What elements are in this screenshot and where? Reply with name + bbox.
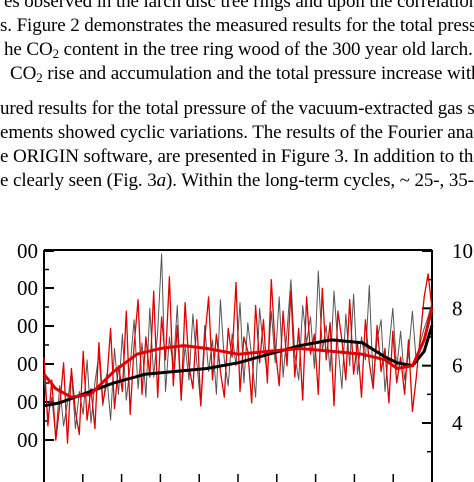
text-line-1-content: es observed in the larch disc tree rings… xyxy=(4,0,474,12)
left-axis: 00 00 00 00 00 00 xyxy=(17,239,54,452)
text-line-2: he CO2 content in the tree ring wood of … xyxy=(4,39,474,61)
right-axis: 10 8 6 4 xyxy=(422,239,473,453)
chart-series xyxy=(42,253,434,444)
right-tick-label: 4 xyxy=(452,411,463,435)
text-line-3-sub: 2 xyxy=(36,70,43,85)
right-tick-label: 8 xyxy=(452,296,463,320)
text-line-0: s. Figure 2 demonstrates the measured re… xyxy=(0,15,474,36)
text-line-7-italic: a xyxy=(156,170,167,191)
text-line-2-a: he CO xyxy=(4,39,53,60)
bottom-axis xyxy=(43,474,433,482)
left-tick-label: 00 xyxy=(17,276,38,300)
left-tick-label: 00 xyxy=(17,390,38,414)
text-line-5: ements showed cyclic variations. The res… xyxy=(0,122,474,143)
chart-frame xyxy=(43,249,433,482)
text-line-2-b: content in the tree ring wood of the 300… xyxy=(58,39,474,60)
text-line-7: e clearly seen (Fig. 3a). Within the lon… xyxy=(0,170,474,192)
text-line-7-b: ). Within the long-term cycles, ~ 25-, 3… xyxy=(166,170,474,191)
text-line-1: es observed in the larch disc tree rings… xyxy=(4,0,474,13)
left-tick-label: 00 xyxy=(17,352,38,376)
text-line-4: ured results for the total pressure of t… xyxy=(0,98,474,119)
text-line-3-a: CO xyxy=(10,63,37,84)
left-tick-label: 00 xyxy=(17,239,38,263)
left-tick-label: 00 xyxy=(17,428,38,452)
text-line-3-b: rise and accumulation and the total pres… xyxy=(42,63,474,84)
series-smooth-red xyxy=(42,307,434,399)
right-tick-label: 10 xyxy=(452,239,473,263)
text-line-3: CO2 rise and accumulation and the total … xyxy=(10,63,474,85)
series-raw-red xyxy=(43,273,433,444)
right-tick-label: 6 xyxy=(452,354,463,378)
text-line-2-sub: 2 xyxy=(52,46,60,61)
series-smooth-black xyxy=(43,325,434,408)
left-tick-label: 00 xyxy=(17,314,38,338)
text-line-6: e ORIGIN software, are presented in Figu… xyxy=(0,146,474,167)
text-line-7-a: e clearly seen (Fig. 3 xyxy=(0,170,157,191)
